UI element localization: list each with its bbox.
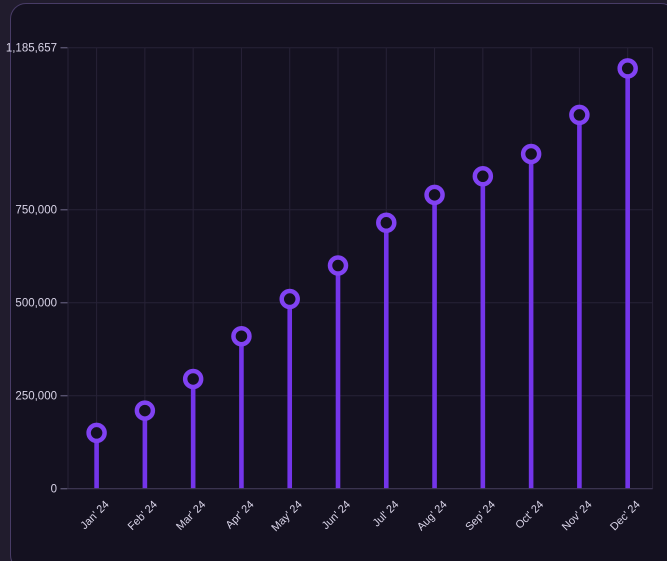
y-tick-label: 0 bbox=[51, 484, 57, 496]
x-tick-label: Sep' 24 bbox=[463, 499, 498, 534]
y-tick-label: 500,000 bbox=[15, 298, 57, 310]
data-point-marker bbox=[279, 288, 300, 310]
x-tick-label: Jan' 24 bbox=[78, 499, 111, 532]
data-point-marker bbox=[424, 184, 445, 206]
data-point-marker bbox=[231, 325, 252, 347]
data-point-marker bbox=[376, 212, 397, 234]
data-point-marker bbox=[134, 400, 156, 421]
x-tick-label: Apr' 24 bbox=[224, 499, 257, 532]
x-tick-label: Dec' 24 bbox=[608, 499, 643, 534]
data-point-marker bbox=[182, 368, 204, 390]
x-tick-label: Nov' 24 bbox=[560, 499, 595, 534]
x-tick-label: Oct' 24 bbox=[513, 499, 546, 532]
y-tick-label: 1,185,657 bbox=[6, 43, 57, 55]
x-tick-label: Feb' 24 bbox=[126, 499, 160, 533]
y-tick-label: 750,000 bbox=[15, 205, 57, 217]
data-point-marker bbox=[472, 166, 494, 187]
data-point-marker bbox=[327, 255, 349, 276]
y-tick-label: 250,000 bbox=[15, 391, 57, 403]
x-tick-label: Mar' 24 bbox=[174, 499, 208, 533]
data-point-marker bbox=[86, 422, 107, 444]
x-tick-label: May' 24 bbox=[269, 499, 304, 534]
data-point-marker bbox=[617, 58, 638, 79]
x-tick-label: Aug' 24 bbox=[415, 499, 450, 534]
x-tick-label: Jul' 24 bbox=[371, 499, 402, 530]
data-point-marker bbox=[520, 143, 542, 165]
x-tick-label: Jun' 24 bbox=[320, 499, 353, 532]
data-point-marker bbox=[569, 104, 590, 126]
